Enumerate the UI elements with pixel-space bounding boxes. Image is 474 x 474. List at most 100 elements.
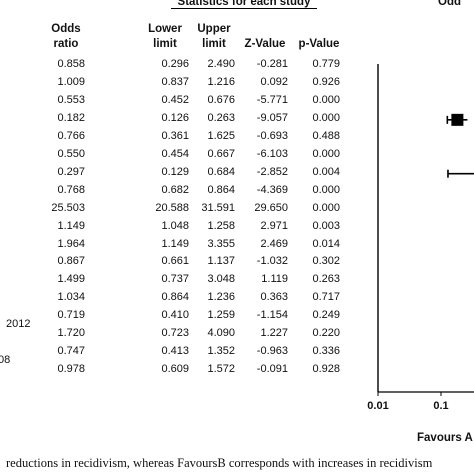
header-odds-ratio-line2: ratio — [53, 38, 79, 50]
cell-odds-ratio: 1.720 — [57, 327, 85, 340]
cell-lower-limit: 0.126 — [161, 111, 189, 124]
cell-p-value: 0.220 — [312, 327, 340, 340]
plot-header: Odd — [438, 0, 461, 8]
cell-upper-limit: 1.236 — [207, 291, 235, 304]
cell-lower-limit: 0.452 — [161, 93, 189, 106]
figure-caption: reductions in recidivism, whereas Favour… — [6, 456, 433, 470]
header-lower-limit: Lower limit — [140, 22, 190, 52]
cell-p-value: 0.263 — [312, 273, 340, 286]
cell-p-value: 0.779 — [312, 58, 340, 70]
header-upper-limit: Upper limit — [189, 22, 239, 52]
cell-upper-limit: 0.667 — [207, 147, 235, 160]
cell-p-value: 0.488 — [312, 129, 340, 142]
cell-lower-limit: 0.609 — [161, 363, 189, 376]
cell-z-value: -0.091 — [256, 363, 288, 376]
cell-z-value: -0.693 — [256, 129, 288, 142]
cell-z-value: -2.852 — [256, 165, 288, 178]
cell-lower-limit: 0.454 — [161, 147, 189, 160]
cell-z-value: -1.154 — [256, 309, 288, 322]
cell-lower-limit: 0.296 — [161, 58, 189, 70]
cell-lower-limit: 0.837 — [161, 75, 189, 88]
effect-marker — [451, 113, 464, 126]
header-upper-limit-line2: limit — [202, 38, 226, 50]
cell-odds-ratio: 0.719 — [57, 309, 85, 322]
cell-odds-ratio: 0.550 — [57, 147, 85, 160]
x-tick-label: 0.1 — [433, 400, 448, 412]
cell-p-value: 0.000 — [312, 93, 340, 106]
cell-p-value: 0.000 — [312, 201, 340, 214]
cell-upper-limit: 1.137 — [207, 255, 235, 268]
cell-z-value: -0.963 — [256, 345, 288, 358]
section-header: Statistics for each study — [171, 0, 317, 9]
cell-upper-limit: 0.263 — [207, 111, 235, 124]
cell-p-value: 0.926 — [312, 75, 340, 88]
cell-odds-ratio: 0.768 — [57, 183, 85, 196]
cell-p-value: 0.014 — [312, 237, 340, 250]
cell-upper-limit: 2.490 — [207, 58, 235, 70]
cell-z-value: -0.281 — [256, 58, 288, 70]
header-odds-ratio: Odds ratio — [36, 22, 96, 52]
header-lower-limit-line2: limit — [153, 38, 177, 50]
cell-lower-limit: 20.588 — [155, 201, 189, 214]
header-z-value-line1: Z-Value — [244, 38, 286, 50]
header-upper-limit-line1: Upper — [197, 23, 231, 35]
cell-odds-ratio: 0.978 — [57, 363, 85, 376]
cell-z-value: -9.057 — [256, 111, 288, 124]
cell-odds-ratio: 0.867 — [57, 255, 85, 268]
cell-odds-ratio: 1.149 — [57, 219, 85, 232]
cell-odds-ratio: 0.747 — [57, 345, 85, 358]
cell-upper-limit: 1.259 — [207, 309, 235, 322]
cell-upper-limit: 1.625 — [207, 129, 235, 142]
cell-p-value: 0.004 — [312, 165, 340, 178]
header-lower-limit-line1: Lower — [148, 23, 182, 35]
cell-upper-limit: 0.676 — [207, 93, 235, 106]
header-p-value: p-Value — [292, 38, 346, 50]
cell-upper-limit: 3.355 — [207, 237, 235, 250]
cell-p-value: 0.928 — [312, 363, 340, 376]
cell-odds-ratio: 0.858 — [57, 58, 85, 70]
cell-p-value: 0.249 — [312, 309, 340, 322]
cell-upper-limit: 0.864 — [207, 183, 235, 196]
cell-z-value: 1.227 — [260, 327, 288, 340]
header-p-value-line1: p-Value — [298, 38, 340, 50]
cell-p-value: 0.336 — [312, 345, 340, 358]
cell-odds-ratio: 1.009 — [57, 75, 85, 88]
cell-p-value: 0.302 — [312, 255, 340, 268]
cell-upper-limit: 4.090 — [207, 327, 235, 340]
cell-z-value: -1.032 — [256, 255, 288, 268]
study-label-fragment-08: 08 — [0, 354, 11, 366]
cell-odds-ratio: 0.553 — [57, 93, 85, 106]
cell-odds-ratio: 0.766 — [57, 129, 85, 142]
favours-a-label: Favours A — [417, 432, 473, 444]
cell-p-value: 0.003 — [312, 219, 340, 232]
cell-lower-limit: 0.361 — [161, 129, 189, 142]
cell-z-value: -4.369 — [256, 183, 288, 196]
cell-odds-ratio: 0.297 — [57, 165, 85, 178]
cell-p-value: 0.717 — [312, 291, 340, 304]
cell-upper-limit: 1.258 — [207, 219, 235, 232]
cell-odds-ratio: 25.503 — [51, 201, 85, 214]
cell-odds-ratio: 1.964 — [57, 237, 85, 250]
cell-lower-limit: 0.864 — [161, 291, 189, 304]
cell-lower-limit: 0.723 — [161, 327, 189, 340]
cell-odds-ratio: 0.182 — [57, 111, 85, 124]
cell-lower-limit: 0.661 — [161, 255, 189, 268]
cell-z-value: -5.771 — [256, 93, 288, 106]
cell-lower-limit: 0.410 — [161, 309, 189, 322]
cell-upper-limit: 1.216 — [207, 75, 235, 88]
cell-p-value: 0.000 — [312, 183, 340, 196]
x-tick-label: 0.01 — [367, 400, 388, 412]
cell-z-value: 1.119 — [261, 273, 288, 286]
cell-odds-ratio: 1.499 — [57, 273, 85, 286]
cell-z-value: 29.650 — [254, 201, 288, 214]
cell-lower-limit: 1.048 — [161, 219, 189, 232]
cell-upper-limit: 31.591 — [201, 201, 235, 214]
cell-z-value: 2.971 — [260, 219, 288, 232]
cell-upper-limit: 1.352 — [207, 345, 235, 358]
cell-lower-limit: 0.413 — [161, 345, 189, 358]
cell-z-value: 2.469 — [260, 237, 288, 250]
cell-lower-limit: 0.737 — [161, 273, 189, 286]
header-z-value: Z-Value — [237, 38, 293, 50]
cell-upper-limit: 0.684 — [207, 165, 235, 178]
